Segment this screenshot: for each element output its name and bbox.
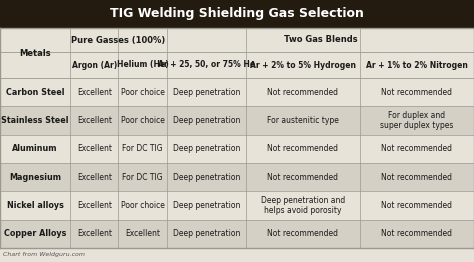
Text: Argon (Ar): Argon (Ar) (72, 61, 117, 69)
Bar (0, 28, 474, 248)
Text: Ar + 25, 50, or 75% He: Ar + 25, 50, or 75% He (158, 61, 255, 69)
Text: Deep penetration: Deep penetration (173, 144, 240, 153)
Text: Deep penetration and
helps avoid porosity: Deep penetration and helps avoid porosit… (261, 196, 345, 215)
Text: For duplex and
super duplex types: For duplex and super duplex types (380, 111, 454, 130)
Text: Deep penetration: Deep penetration (173, 229, 240, 238)
Text: Deep penetration: Deep penetration (173, 88, 240, 97)
Bar (0, 163, 474, 191)
Text: Excellent: Excellent (125, 229, 160, 238)
Text: Pure Gasses (100%): Pure Gasses (100%) (72, 35, 165, 45)
Bar (0, 0, 474, 28)
Text: Two Gas Blends: Two Gas Blends (283, 35, 357, 45)
Bar (0, 106, 474, 135)
Bar (0, 220, 474, 248)
Text: Helium (He): Helium (He) (117, 61, 169, 69)
Bar (245, 28, 246, 52)
Text: Deep penetration: Deep penetration (173, 173, 240, 182)
Text: For DC TIG: For DC TIG (122, 144, 163, 153)
Text: For austenitic type: For austenitic type (267, 116, 338, 125)
Text: Ar + 1% to 2% Nitrogen: Ar + 1% to 2% Nitrogen (366, 61, 468, 69)
Bar (359, 28, 360, 52)
Text: Excellent: Excellent (77, 201, 112, 210)
Text: Magnesium: Magnesium (9, 173, 61, 182)
Text: Aluminum: Aluminum (12, 144, 58, 153)
Text: Poor choice: Poor choice (121, 88, 164, 97)
Text: Excellent: Excellent (77, 229, 112, 238)
Text: Deep penetration: Deep penetration (173, 201, 240, 210)
Text: Not recommended: Not recommended (267, 144, 338, 153)
Text: Ar + 2% to 5% Hydrogen: Ar + 2% to 5% Hydrogen (250, 61, 356, 69)
Text: For DC TIG: For DC TIG (122, 173, 163, 182)
Text: Not recommended: Not recommended (267, 229, 338, 238)
Text: TIG Welding Shielding Gas Selection: TIG Welding Shielding Gas Selection (110, 8, 364, 20)
Text: Not recommended: Not recommended (382, 173, 452, 182)
Text: Stainless Steel: Stainless Steel (1, 116, 69, 125)
Text: Excellent: Excellent (77, 88, 112, 97)
Text: Deep penetration: Deep penetration (173, 116, 240, 125)
Text: Not recommended: Not recommended (382, 88, 452, 97)
Text: Excellent: Excellent (77, 116, 112, 125)
Text: Not recommended: Not recommended (382, 229, 452, 238)
Text: Poor choice: Poor choice (121, 201, 164, 210)
Text: Carbon Steel: Carbon Steel (6, 88, 64, 97)
Text: Nickel alloys: Nickel alloys (7, 201, 64, 210)
Text: Not recommended: Not recommended (382, 144, 452, 153)
Text: Metals: Metals (19, 48, 51, 57)
Bar (118, 28, 119, 52)
Text: Chart from Weldguru.com: Chart from Weldguru.com (3, 252, 85, 257)
Text: Poor choice: Poor choice (121, 116, 164, 125)
Text: Excellent: Excellent (77, 144, 112, 153)
Text: Not recommended: Not recommended (267, 173, 338, 182)
Text: Not recommended: Not recommended (382, 201, 452, 210)
Text: Copper Alloys: Copper Alloys (4, 229, 66, 238)
Text: Excellent: Excellent (77, 173, 112, 182)
Text: Not recommended: Not recommended (267, 88, 338, 97)
